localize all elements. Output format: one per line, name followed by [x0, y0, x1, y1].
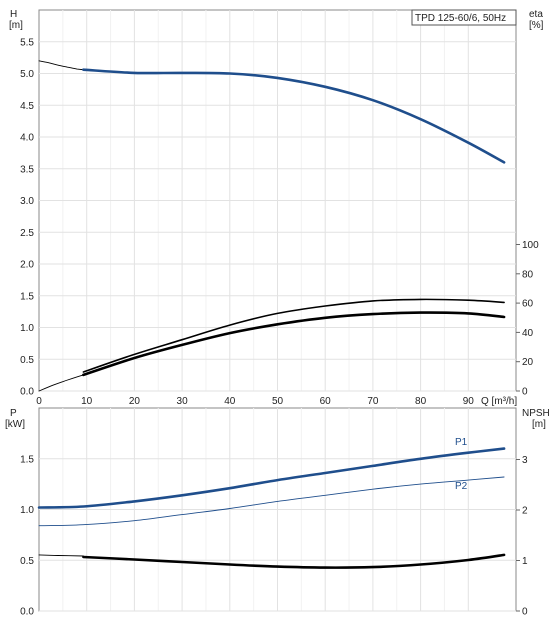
x-axis-tick-label: 40: [224, 396, 236, 407]
left-axis-tick-label: 1.0: [20, 505, 34, 516]
npsh-axis-unit: [m]: [532, 419, 546, 430]
x-axis-tick-label: 20: [129, 396, 141, 407]
left-axis-tick-label: 4.0: [20, 133, 34, 144]
efficiency-axis-unit: [%]: [529, 20, 544, 31]
x-axis-tick-label: 0: [36, 396, 42, 407]
left-axis-tick-label: 5.0: [20, 69, 34, 80]
x-axis-tick-label: 70: [367, 396, 379, 407]
left-axis-tick-label: 1.5: [20, 454, 34, 465]
x-axis-tick-label: 60: [320, 396, 332, 407]
x-axis-tick-label: 30: [177, 396, 189, 407]
curve-1-0: [37, 447, 506, 509]
right-axis-tick-label: 40: [522, 328, 534, 339]
right-axis-tick-label: 20: [522, 357, 534, 368]
curve-0-1: [82, 68, 506, 164]
left-axis-tick-label: 3.0: [20, 196, 34, 207]
right-axis-tick-label: 80: [522, 269, 534, 280]
right-axis-tick-label: 0: [522, 607, 528, 618]
chart-title: TPD 125-60/6, 50Hz: [415, 13, 506, 24]
efficiency-axis-label: eta: [529, 9, 543, 20]
curve-1-2: [38, 554, 84, 557]
right-axis-tick-label: 60: [522, 299, 534, 310]
left-axis-tick-label: 5.5: [20, 37, 34, 48]
right-axis-tick-label: 3: [522, 455, 528, 466]
x-axis-tick-label: 50: [272, 396, 284, 407]
right-axis-tick-label: 0: [522, 387, 528, 398]
right-axis-tick-label: 100: [522, 240, 539, 251]
left-axis-tick-label: 3.5: [20, 164, 34, 175]
head-axis-unit: [m]: [9, 20, 23, 31]
left-axis-tick-label: 0.0: [20, 607, 34, 618]
curve-0-0: [38, 60, 84, 71]
x-axis-tick-label: 10: [81, 396, 93, 407]
curve-0-2: [38, 374, 84, 392]
curve-1-1: [38, 476, 505, 527]
left-axis-tick-label: 1.0: [20, 323, 34, 334]
left-axis-tick-label: 0.0: [20, 387, 34, 398]
right-axis-tick-label: 2: [522, 506, 528, 517]
left-axis-tick-label: 2.0: [20, 260, 34, 271]
flow-axis-label: Q [m³/h]: [481, 396, 517, 407]
npsh-axis-label: NPSH: [522, 408, 550, 419]
x-axis-tick-label: 80: [415, 396, 427, 407]
curve-0-4: [82, 311, 506, 377]
curve-1-3: [82, 553, 506, 569]
left-axis-tick-label: 0.5: [20, 355, 34, 366]
curve-0-3: [82, 298, 505, 373]
x-axis-tick-label: 90: [463, 396, 475, 407]
power-axis-unit: [kW]: [5, 419, 25, 430]
left-axis-tick-label: 0.5: [20, 556, 34, 567]
left-axis-tick-label: 1.5: [20, 291, 34, 302]
head-axis-label: H: [10, 9, 17, 20]
grid-lines: [39, 10, 516, 612]
power-axis-label: P: [10, 408, 17, 419]
series-label-p2: P2: [455, 481, 468, 492]
curve-series: [37, 60, 506, 569]
tick-labels: 0.00.51.01.52.02.53.03.54.04.55.05.50204…: [20, 37, 539, 617]
right-axis-tick-label: 1: [522, 556, 528, 567]
left-axis-tick-label: 4.5: [20, 101, 34, 112]
series-label-p1: P1: [455, 437, 468, 448]
title-box: [411, 9, 517, 26]
left-axis-tick-label: 2.5: [20, 228, 34, 239]
